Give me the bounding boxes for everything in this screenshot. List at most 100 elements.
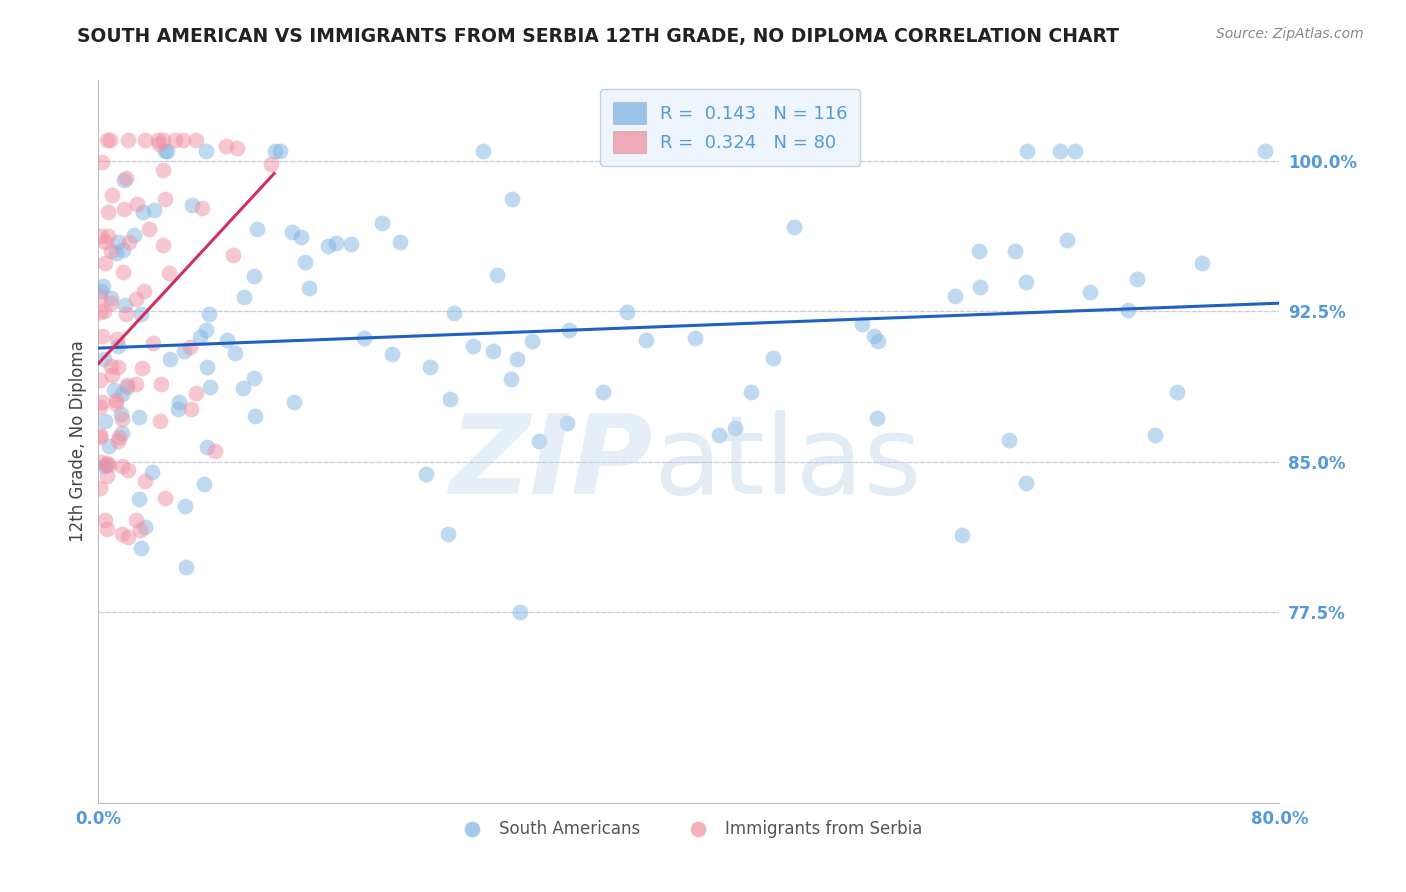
Point <box>371 216 394 230</box>
Point <box>198 307 221 321</box>
Point <box>129 541 152 556</box>
Point <box>117 463 139 477</box>
Point <box>1191 255 1213 269</box>
Point <box>96 469 118 483</box>
Point <box>1017 145 1039 159</box>
Point <box>117 133 139 147</box>
Point <box>1056 233 1078 247</box>
Point <box>89 427 111 442</box>
Point <box>969 280 991 294</box>
Point <box>125 197 148 211</box>
Point <box>125 376 148 391</box>
Point <box>190 201 212 215</box>
Point <box>131 361 153 376</box>
Point <box>198 380 221 394</box>
Point <box>110 407 132 421</box>
Point <box>1126 272 1149 286</box>
Point <box>997 433 1019 447</box>
Point <box>1015 475 1038 490</box>
Point <box>179 340 201 354</box>
Point <box>152 133 174 147</box>
Point <box>862 329 884 343</box>
Point <box>224 346 246 360</box>
Point <box>134 475 156 489</box>
Point <box>128 492 150 507</box>
Point <box>190 329 212 343</box>
Point <box>112 202 135 216</box>
Point <box>439 392 461 407</box>
Point <box>419 359 441 374</box>
Point <box>325 235 347 250</box>
Point <box>149 414 172 428</box>
Point <box>89 373 111 387</box>
Point <box>97 229 120 244</box>
Point <box>90 228 112 243</box>
Point <box>101 188 124 202</box>
Point <box>142 202 165 217</box>
Point <box>482 343 505 358</box>
Point <box>260 157 283 171</box>
Point <box>101 368 124 383</box>
Point <box>1078 285 1101 299</box>
Point <box>94 235 117 250</box>
Point <box>111 387 134 401</box>
Point <box>98 458 121 473</box>
Point <box>111 412 134 426</box>
Point <box>125 293 148 307</box>
Point <box>89 400 111 414</box>
Point <box>165 133 187 147</box>
Point <box>100 291 122 305</box>
Point <box>100 244 122 258</box>
Point <box>128 410 150 425</box>
Point <box>943 289 966 303</box>
Point <box>132 285 155 299</box>
Point <box>146 133 169 147</box>
Point <box>96 522 118 536</box>
Point <box>111 243 134 257</box>
Point <box>115 307 138 321</box>
Point <box>107 434 129 449</box>
Point <box>950 528 973 542</box>
Point <box>105 246 128 260</box>
Point <box>724 421 747 435</box>
Point <box>89 290 111 304</box>
Point <box>485 268 508 282</box>
Point <box>125 513 148 527</box>
Y-axis label: 12th Grade, No Diploma: 12th Grade, No Diploma <box>69 341 87 542</box>
Point <box>294 255 316 269</box>
Point <box>91 279 114 293</box>
Point <box>1049 144 1071 158</box>
Point <box>96 456 118 470</box>
Point <box>93 351 115 366</box>
Point <box>555 416 578 430</box>
Point <box>298 281 321 295</box>
Point <box>152 162 174 177</box>
Point <box>180 198 202 212</box>
Point <box>616 305 638 319</box>
Point <box>108 430 131 444</box>
Point <box>100 295 122 310</box>
Point <box>232 381 254 395</box>
Point <box>184 386 207 401</box>
Point <box>381 347 404 361</box>
Point <box>180 402 202 417</box>
Point <box>111 426 134 441</box>
Point <box>269 144 291 158</box>
Text: SOUTH AMERICAN VS IMMIGRANTS FROM SERBIA 12TH GRADE, NO DIPLOMA CORRELATION CHAR: SOUTH AMERICAN VS IMMIGRANTS FROM SERBIA… <box>77 27 1119 45</box>
Point <box>290 230 312 244</box>
Point <box>141 465 163 479</box>
Point <box>1116 302 1139 317</box>
Point <box>100 359 122 373</box>
Point <box>762 351 785 366</box>
Point <box>868 334 890 348</box>
Point <box>110 527 132 541</box>
Point <box>592 384 614 399</box>
Point <box>117 530 139 544</box>
Point <box>225 141 247 155</box>
Point <box>316 239 339 253</box>
Point <box>142 336 165 351</box>
Point <box>195 440 218 454</box>
Point <box>634 333 657 347</box>
Point <box>89 305 111 319</box>
Point <box>89 481 111 495</box>
